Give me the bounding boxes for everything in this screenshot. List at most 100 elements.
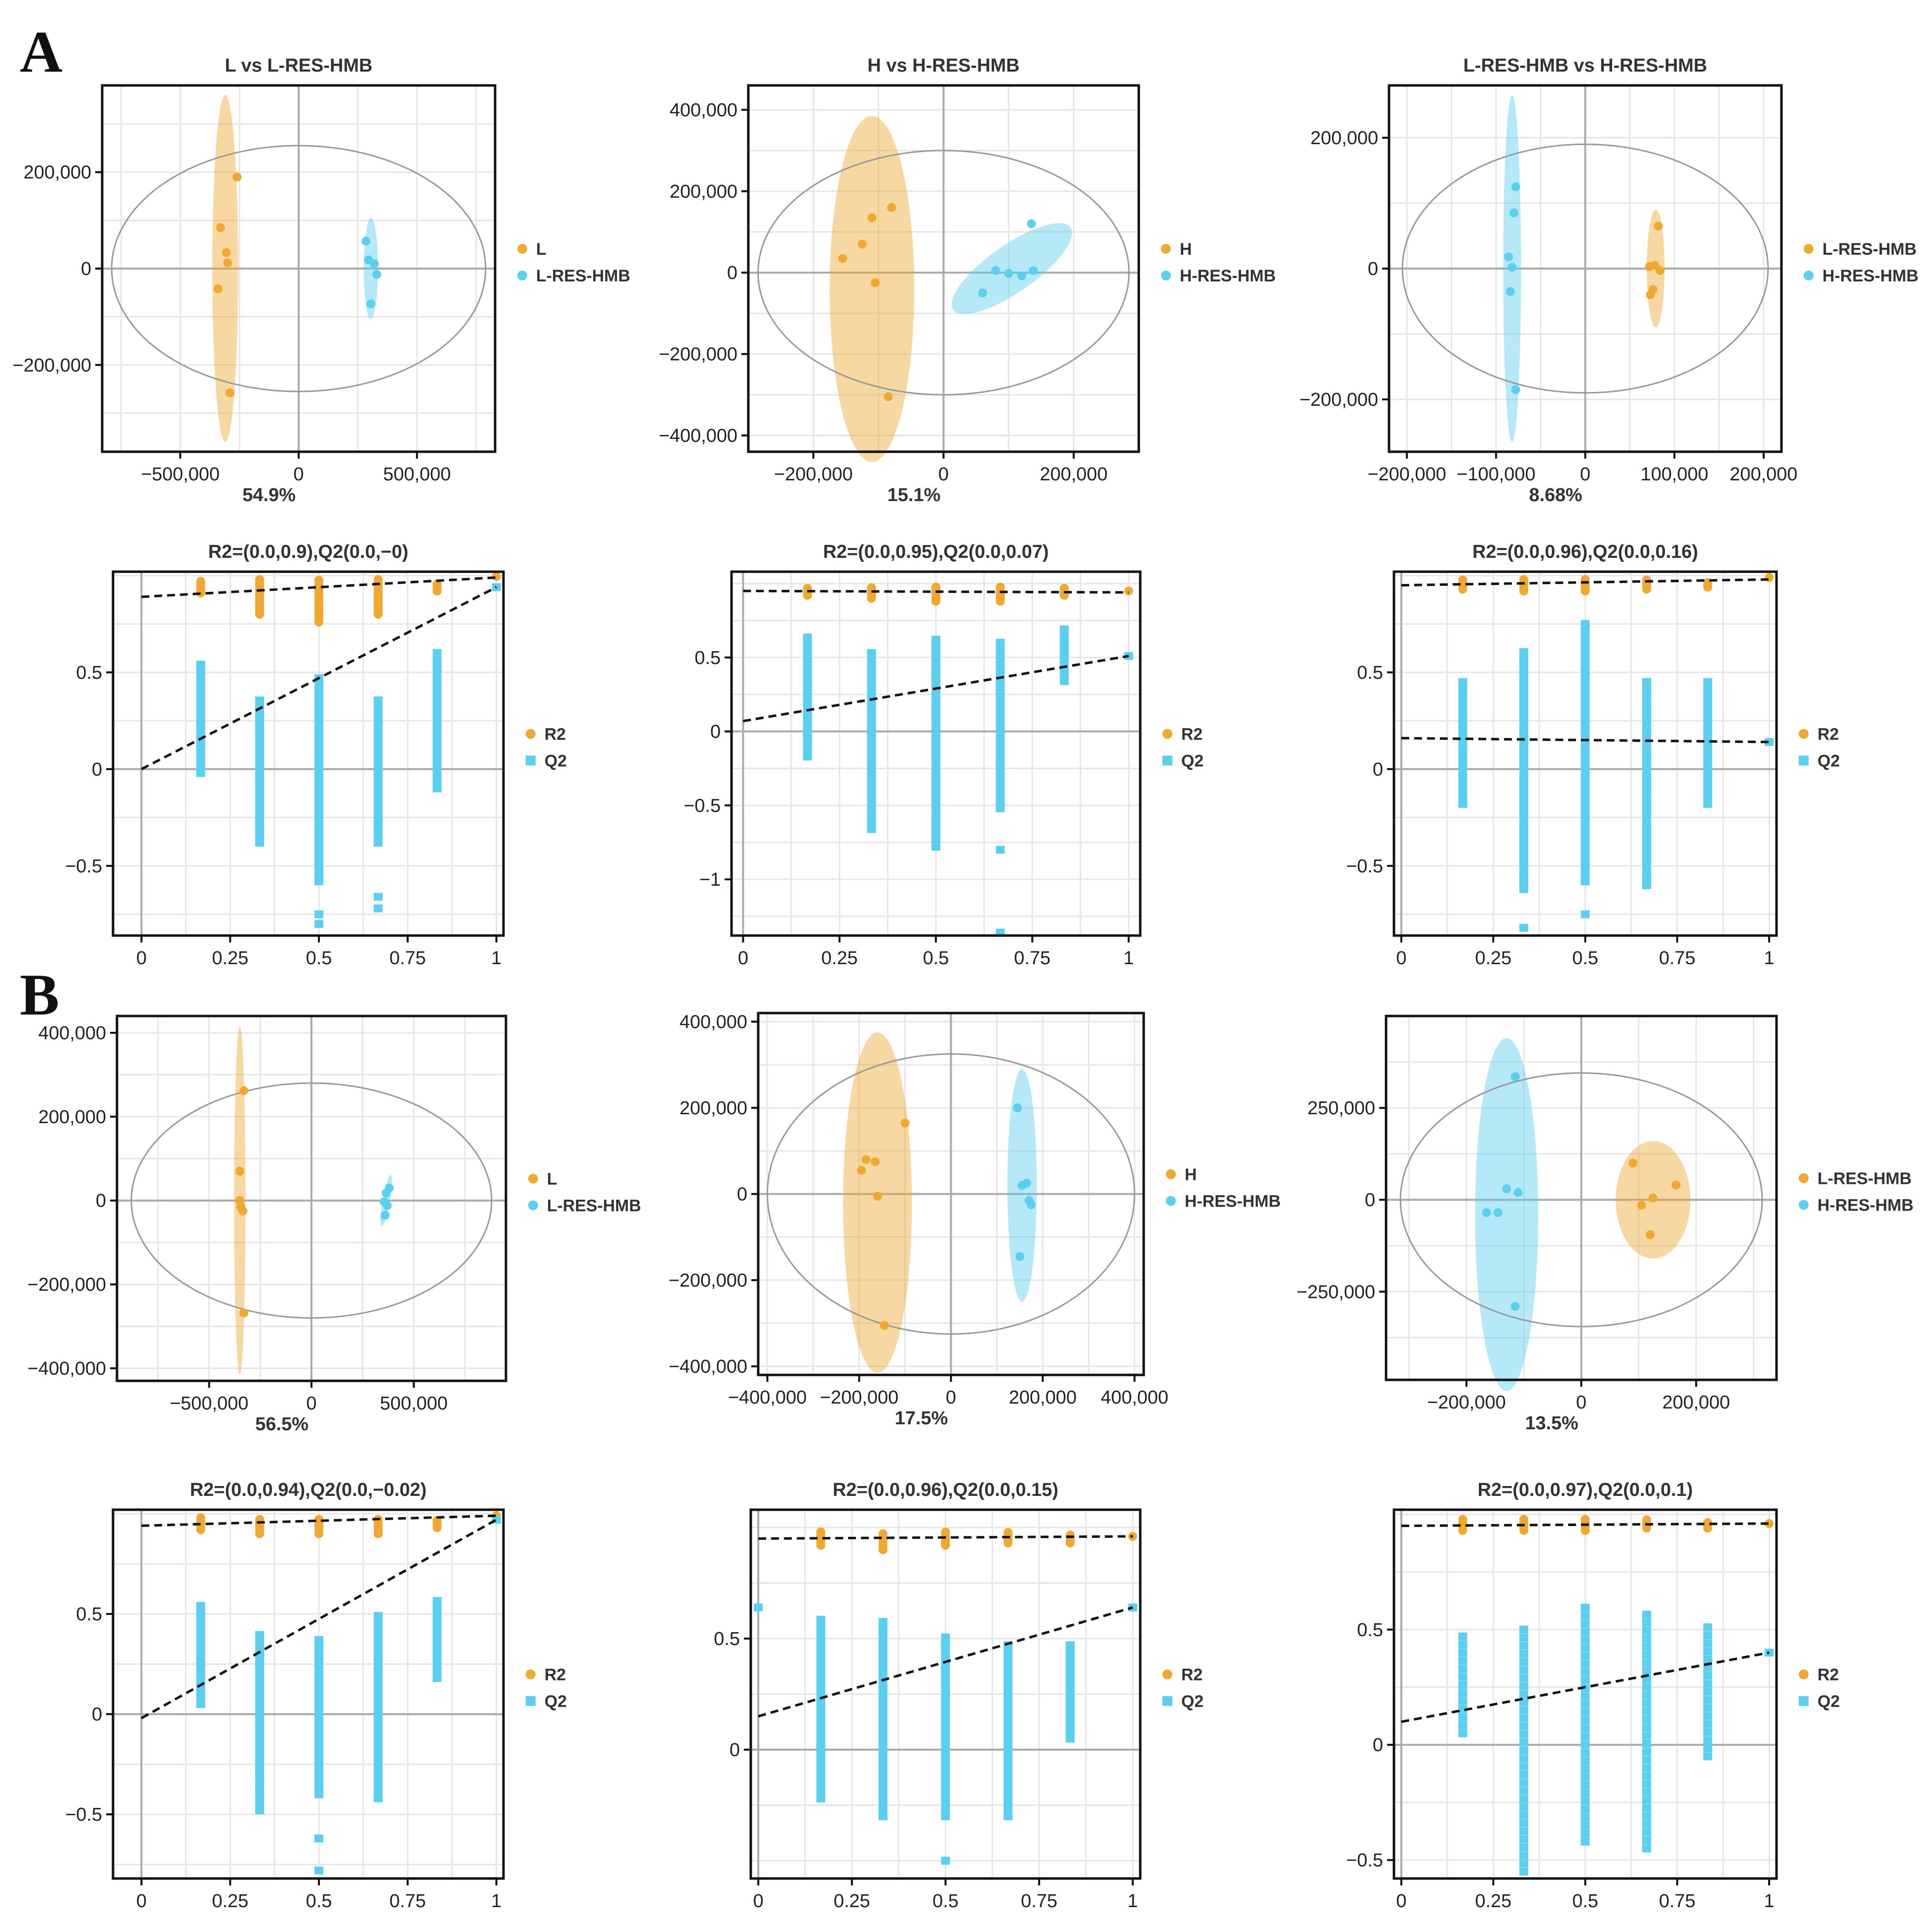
q2-point (816, 1740, 825, 1748)
q2-point (1642, 834, 1651, 842)
q2-point (432, 744, 442, 752)
q2-point (374, 1780, 383, 1789)
q2-point (1703, 766, 1712, 774)
data-point-H (871, 1157, 880, 1167)
chart-3: 8.68% −200,000 −100,000 0 100,000 200,000 −200… (1299, 55, 1918, 506)
q2-point (1519, 1714, 1529, 1722)
data-point-L-RES-HMB (1654, 221, 1663, 231)
data-point-H-RES-HMB (978, 288, 987, 298)
x-tick-label: −200,000 (1367, 464, 1446, 485)
q2-point (816, 1701, 825, 1709)
x-tick-label: 0 (306, 1393, 316, 1414)
q2-point (1519, 858, 1529, 866)
legend-marker (1162, 1669, 1172, 1680)
y-tick-label: −0.5 (1346, 1850, 1383, 1871)
q2-point (255, 750, 264, 759)
q2-point (941, 1857, 950, 1865)
q2-point (196, 1686, 205, 1694)
q2-point (816, 1678, 825, 1686)
q2-point (1703, 780, 1712, 788)
q2-point (1581, 1781, 1590, 1789)
x-tick-label: 0.75 (1659, 948, 1696, 969)
q2-point (196, 708, 205, 716)
data-point-H (884, 392, 893, 401)
q2-point (374, 1710, 383, 1719)
data-point-L-RES-HMB (382, 1188, 391, 1198)
q2-point (1581, 830, 1590, 838)
q2-point (1519, 722, 1529, 731)
chart-6: 0 0.25 0.5 0.75 1 −0.5 0 0.5 R2=(0.0,0.96),Q2(0.… (1346, 542, 1840, 969)
q2-point (1519, 851, 1529, 860)
q2-point (432, 1660, 442, 1668)
q2-point (314, 863, 324, 872)
q2-point (1004, 1657, 1013, 1665)
q2-point (1642, 1772, 1651, 1780)
q2-point (1458, 1721, 1468, 1729)
q2-point (1519, 749, 1529, 758)
r2-regression-line (141, 576, 497, 598)
data-point-L (235, 1167, 244, 1176)
q2-point (1581, 1644, 1590, 1652)
q2-point (1519, 1642, 1529, 1650)
y-tick-label: −400,000 (668, 1357, 747, 1377)
q2-point (1703, 691, 1712, 700)
legend-marker (528, 1200, 538, 1211)
q2-point (432, 1625, 442, 1633)
q2-point (374, 1661, 383, 1669)
data-point-L-RES-HMB (366, 299, 376, 309)
plot-frame (112, 1508, 505, 1880)
q2-point (255, 1659, 264, 1667)
x-tick-label: −200,000 (820, 1387, 899, 1408)
q2-point (1519, 675, 1529, 683)
legend-marker (1166, 1169, 1176, 1179)
q2-point (1066, 1680, 1075, 1688)
q2-point (196, 701, 205, 709)
q2-point (255, 1771, 264, 1779)
q2-point (255, 1806, 264, 1814)
q2-point (314, 920, 324, 928)
legend-label: R2 (1181, 1666, 1202, 1684)
q2-point (1703, 773, 1712, 781)
q2-point (374, 778, 383, 786)
q2-point (878, 1664, 888, 1673)
legend-marker (528, 1174, 538, 1184)
q2-point (432, 1667, 442, 1675)
q2-point (196, 1700, 205, 1708)
q2-point (1703, 759, 1712, 768)
q2-point (1703, 685, 1712, 693)
q2-point (1581, 1660, 1590, 1668)
chart-title: R2=(0.0,0.96),Q2(0.0,0.16) (1472, 542, 1698, 562)
q2-point (1004, 1680, 1013, 1688)
q2-point (1581, 701, 1590, 709)
confidence-ellipse-H-RES-HMB (1475, 1038, 1539, 1391)
q2-point (314, 1769, 324, 1777)
legend-label: Q2 (544, 1692, 567, 1711)
q2-point (1519, 804, 1529, 812)
q2-point (374, 1766, 383, 1774)
q2-point (1581, 1604, 1590, 1612)
q2-point (1703, 698, 1712, 706)
q2-point (1004, 1804, 1013, 1813)
legend-label: L-RES-HMB (1817, 1170, 1912, 1188)
y-tick-label: −0.5 (684, 795, 721, 816)
chart-5: 0 0.25 0.5 0.75 1 −1 −0.5 0 0.5 R2=(0.0,0.95),Q2(… (684, 542, 1203, 969)
q2-point (432, 723, 442, 732)
q2-point (432, 683, 442, 691)
q2-point (1642, 820, 1651, 828)
q2-point (1581, 1789, 1590, 1798)
q2-point (1004, 1688, 1013, 1696)
x-tick-label: 200,000 (1662, 1392, 1730, 1413)
q2-point (878, 1804, 888, 1813)
x-tick-label: 0.5 (923, 948, 949, 969)
q2-point (1581, 823, 1590, 831)
q2-point (867, 649, 876, 657)
q2-point (1458, 739, 1468, 747)
q2-point (374, 1640, 383, 1648)
x-tick-label: 0.5 (306, 948, 332, 969)
q2-point (1642, 718, 1651, 727)
q2-point (878, 1649, 888, 1657)
q2-point (1519, 797, 1529, 805)
q2-point (255, 818, 264, 826)
q2-point (374, 838, 383, 847)
q2-point (196, 1623, 205, 1631)
